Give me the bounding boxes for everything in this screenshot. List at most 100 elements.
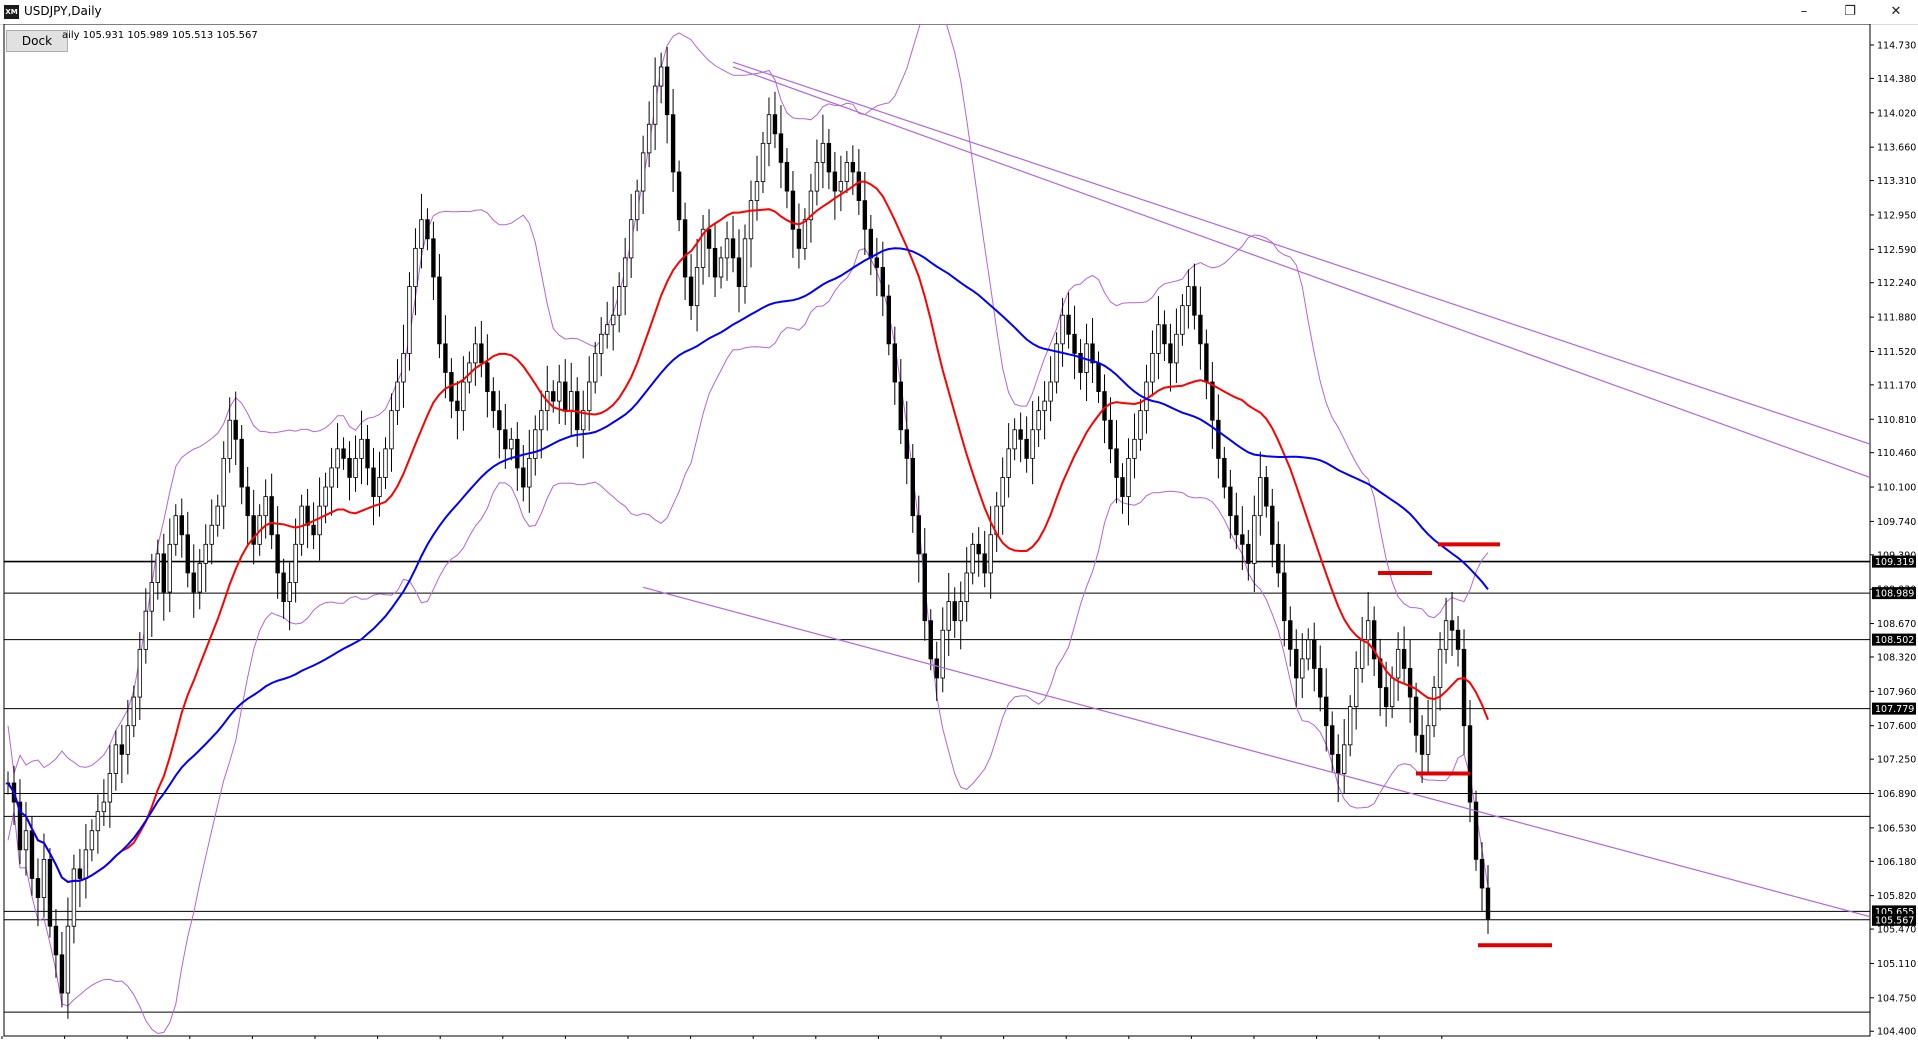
restore-icon[interactable]: ❐ [1844,4,1856,19]
candle-body [1282,572,1287,622]
candle [1126,438,1131,526]
candle [413,228,418,316]
y-tick-label: 105.110 [1877,959,1916,970]
candle [215,494,220,537]
candle-body [245,486,250,517]
candle [173,504,178,556]
candle [940,607,945,693]
candle-body [83,849,89,879]
candle-body [1461,648,1467,727]
candle [958,581,963,650]
candle [77,848,83,908]
y-tick-label: 106.530 [1877,823,1916,834]
candle-body [718,257,724,278]
candle-body [1210,381,1215,421]
candle-body [1467,725,1473,803]
candle-body [1012,429,1017,450]
candle [401,324,406,408]
y-tick-label: 113.660 [1877,143,1916,154]
candle [934,641,939,701]
candle [1186,269,1191,329]
candle [916,495,921,583]
minimize-icon[interactable]: – [1800,4,1808,19]
candle-body [748,200,754,240]
candle [1264,466,1269,518]
candle-body [461,381,466,412]
candle-body [814,162,820,192]
candle [335,423,340,488]
candle-body [587,381,592,412]
candle-body [329,467,334,488]
candle [1030,401,1035,485]
y-tick-label: 107.960 [1877,687,1916,698]
candle-body [802,219,808,249]
candle-body [892,343,898,383]
candle-body [1419,734,1425,755]
candle [898,359,903,445]
candle [539,390,544,459]
candle [1288,606,1293,667]
candle-body [970,543,975,574]
candle-body [1395,648,1401,679]
candle [970,532,975,585]
candle-body [598,333,604,354]
candle [1431,676,1437,738]
candle [527,429,532,513]
candle [1252,495,1257,593]
candle-body [287,582,292,603]
candle [712,222,718,298]
candle-body [251,515,256,545]
candle-body [413,247,418,287]
candle [365,424,370,486]
candle [203,524,208,593]
candle-body [263,496,268,517]
candle-body [1180,305,1185,335]
candle-body [946,601,951,631]
candle-body [1389,677,1395,708]
candle-body [203,543,208,564]
candle-body [71,868,77,927]
candle [125,699,131,775]
candle [736,229,742,313]
candle-body [1312,639,1317,669]
candle-body [371,467,376,497]
candle-body [131,696,137,727]
candle-body [1276,543,1281,574]
candle-body [1168,343,1173,364]
candle [389,393,394,472]
y-tick-label: 112.590 [1877,245,1916,256]
candle-body [862,200,868,230]
candle-body [1330,725,1335,755]
trendline-1 [732,66,1871,479]
close-icon[interactable]: ✕ [1890,4,1902,19]
candle-body [916,515,921,555]
candle-body [1359,639,1365,669]
candle [1282,544,1287,647]
candle-body [17,801,23,851]
candle-body [29,830,35,879]
candle [682,202,688,300]
candle-body [1401,648,1407,669]
candle [251,489,256,565]
candle [503,403,508,469]
candle [227,397,232,473]
candle-body [119,744,125,755]
candle [131,685,137,738]
candle [760,131,766,193]
candle [1341,719,1347,794]
candle [646,101,652,168]
dock-button[interactable]: Dock [6,30,68,52]
price-level-tag [1872,555,1916,568]
y-tick-label: 104.400 [1877,1027,1916,1038]
candle-body [347,457,352,478]
candle-body [401,352,406,383]
candle [431,221,436,300]
candle [658,52,664,104]
candle [742,224,748,304]
candle-body [269,496,274,536]
candle-body [688,276,694,307]
candle [1479,842,1485,911]
candle-body [485,362,490,392]
